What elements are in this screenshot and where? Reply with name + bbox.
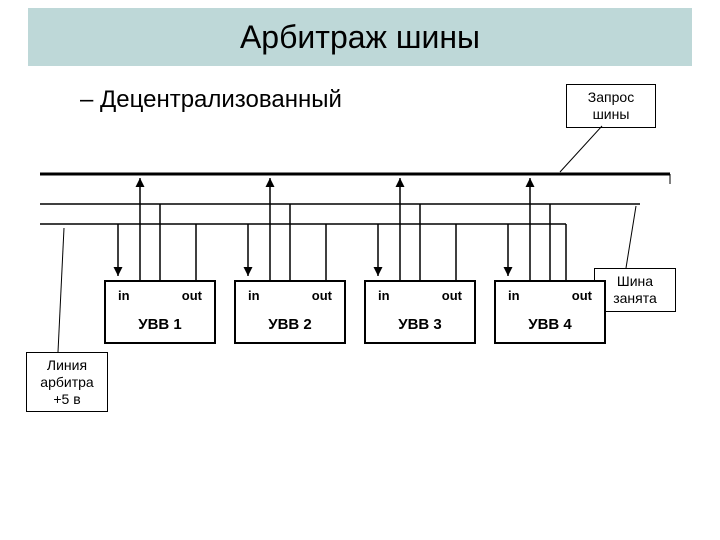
diagram-lines (0, 0, 720, 540)
